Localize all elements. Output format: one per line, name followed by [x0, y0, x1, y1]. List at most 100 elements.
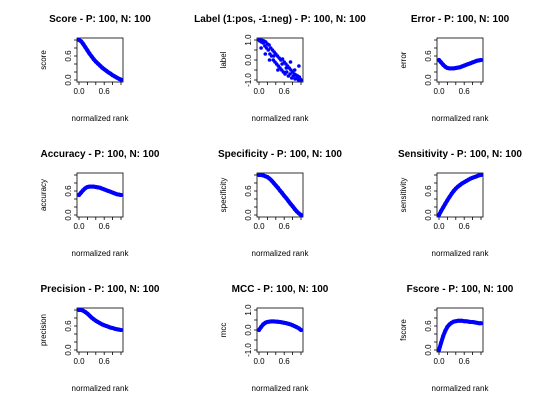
x-tick-label: 0.6 [99, 87, 111, 96]
series-line [437, 318, 483, 352]
data-point [284, 70, 289, 74]
y-axis-label: score [39, 50, 48, 70]
data-point [280, 57, 285, 61]
x-tick-label: 0.6 [459, 87, 471, 96]
data-point [119, 328, 123, 332]
chart-panel: Specificity - P: 100, N: 100 0.0 0.6 0.0 0.6… [218, 149, 342, 258]
data-point [299, 213, 303, 217]
y-tick-label: 0.6 [244, 185, 253, 197]
chart-title: Label (1:pos, -1:neg) - P: 100, N: 100 [194, 14, 366, 25]
chart-title: Fscore - P: 100, N: 100 [407, 284, 514, 295]
data-point [437, 213, 441, 217]
y-tick-label: 0.6 [424, 185, 433, 197]
x-axis-label: normalized rank [432, 114, 490, 123]
y-tick-label: 1.0 [244, 34, 253, 46]
data-point [286, 199, 291, 203]
x-tick-label: 0.0 [73, 222, 85, 231]
data-point [267, 43, 271, 47]
y-axis-label: fscore [399, 319, 408, 341]
chart-title: Sensitivity - P: 100, N: 100 [398, 149, 522, 160]
data-point [441, 334, 446, 338]
x-tick-label: 0.0 [433, 357, 445, 366]
data-point [299, 78, 303, 82]
chart-panel: Label (1:pos, -1:neg) - P: 100, N: 100 0.… [194, 14, 366, 123]
y-tick-label: 0.0 [244, 324, 253, 336]
data-point [292, 68, 297, 72]
x-axis-label: normalized rank [72, 249, 130, 258]
x-tick-label: 0.0 [253, 222, 265, 231]
y-tick-label: 0.6 [424, 50, 433, 62]
data-point [271, 54, 276, 58]
y-tick-label: 0.0 [64, 209, 73, 221]
data-point [447, 195, 452, 199]
x-axis-label: normalized rank [72, 384, 130, 393]
x-tick-label: 0.0 [253, 87, 265, 96]
data-point [87, 51, 92, 56]
x-tick-label: 0.6 [459, 357, 471, 366]
y-tick-label: 0.6 [64, 320, 73, 332]
y-tick-label: 0.0 [424, 344, 433, 356]
x-tick-label: 0.0 [73, 87, 85, 96]
chart-title: Accuracy - P: 100, N: 100 [41, 149, 160, 160]
x-tick-label: 0.0 [253, 357, 265, 366]
y-tick-label: 0.0 [64, 74, 73, 86]
y-axis-label: specificity [219, 178, 228, 213]
data-point [439, 340, 444, 345]
y-axis-label: precision [39, 314, 48, 346]
x-tick-label: 0.6 [99, 357, 111, 366]
data-point [280, 62, 284, 66]
data-point [119, 193, 123, 197]
data-point [290, 204, 295, 209]
y-axis-label: accuracy [39, 179, 48, 211]
data-point [288, 60, 293, 64]
data-point [83, 45, 88, 50]
data-point [266, 48, 271, 52]
chart-panel: Accuracy - P: 100, N: 100 0.0 0.6 0.0 0.6 nor… [39, 149, 160, 258]
data-point [79, 39, 84, 44]
data-point [443, 328, 448, 333]
y-axis-label: error [399, 51, 408, 68]
data-point [441, 205, 446, 210]
x-tick-label: 0.0 [433, 87, 445, 96]
x-tick-label: 0.0 [433, 222, 445, 231]
x-tick-label: 0.6 [279, 87, 291, 96]
data-point [479, 321, 483, 326]
plot-frame [436, 172, 484, 218]
data-point [439, 209, 444, 213]
data-point [284, 196, 289, 201]
data-point [259, 46, 263, 50]
x-axis-label: normalized rank [252, 114, 310, 123]
data-point [445, 198, 450, 203]
data-point [276, 68, 280, 72]
chart-title: Error - P: 100, N: 100 [411, 14, 510, 25]
data-point [263, 52, 268, 56]
x-tick-label: 0.6 [459, 222, 471, 231]
x-axis-label: normalized rank [252, 249, 310, 258]
chart-title: MCC - P: 100, N: 100 [232, 284, 329, 295]
y-axis-label: mcc [219, 323, 228, 338]
data-point [275, 185, 280, 190]
data-point [449, 191, 454, 196]
data-point [284, 66, 289, 70]
chart-title: Specificity - P: 100, N: 100 [218, 149, 342, 160]
y-tick-label: 0.0 [244, 209, 253, 221]
x-tick-label: 0.6 [279, 222, 291, 231]
data-point [479, 173, 483, 177]
data-point [267, 58, 272, 62]
y-tick-label: 1.0 [244, 304, 253, 316]
y-tick-label: 0.0 [424, 74, 433, 86]
x-tick-label: 0.6 [99, 222, 111, 231]
plot-frame [256, 172, 304, 218]
chart-panel: Error - P: 100, N: 100 0.0 0.6 0.0 0.6 normal… [399, 14, 510, 123]
data-point [257, 328, 261, 332]
chart-title: Precision - P: 100, N: 100 [41, 284, 160, 295]
data-point [297, 64, 301, 68]
data-point [280, 191, 285, 195]
y-tick-label: 0.0 [244, 54, 253, 66]
x-axis-label: normalized rank [252, 384, 310, 393]
chart-panel: Sensitivity - P: 100, N: 100 0.0 0.6 0.0 0.6… [398, 149, 522, 258]
x-axis-label: normalized rank [432, 249, 490, 258]
plot-frame [256, 307, 304, 353]
